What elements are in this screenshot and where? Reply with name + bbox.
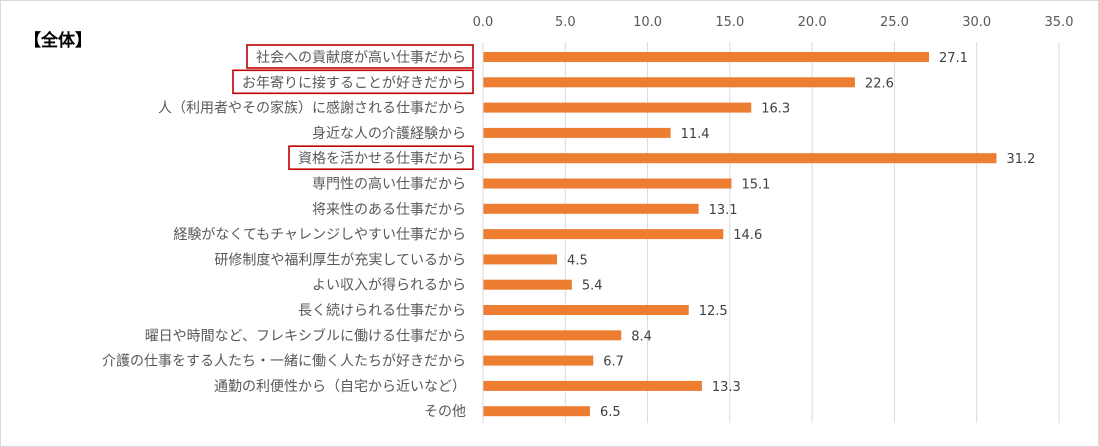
highlight-box xyxy=(288,145,474,170)
bar xyxy=(483,406,590,417)
data-label: 22.6 xyxy=(865,76,894,91)
data-label: 4.5 xyxy=(567,253,588,268)
x-tick-label: 10.0 xyxy=(633,15,662,30)
category-label: 社会への貢献度が高い仕事だから xyxy=(256,49,466,66)
highlight-box xyxy=(232,69,474,95)
bar xyxy=(483,203,699,214)
bar xyxy=(483,178,732,189)
bar xyxy=(483,102,752,113)
bar xyxy=(483,330,622,341)
bar xyxy=(483,52,929,62)
data-label: 14.6 xyxy=(733,228,762,243)
bar xyxy=(483,355,594,366)
data-label: 5.4 xyxy=(582,279,603,294)
data-label: 13.1 xyxy=(709,203,738,218)
data-label: 6.7 xyxy=(603,355,624,370)
category-label: 将来性のある仕事だから xyxy=(312,202,466,218)
x-tick-label: 15.0 xyxy=(715,15,744,30)
data-label: 16.3 xyxy=(761,102,790,117)
category-label: 人（利用者やその家族）に感謝される仕事だから xyxy=(158,100,466,117)
x-tick-label: 25.0 xyxy=(880,15,909,30)
data-label: 13.3 xyxy=(712,380,741,395)
category-label: 曜日や時間など、フレキシブルに働ける仕事だから xyxy=(145,327,466,344)
bar xyxy=(483,229,724,240)
data-label: 8.4 xyxy=(631,329,652,344)
category-label: 通勤の利便性から（自宅から近いなど） xyxy=(214,379,466,395)
data-label: 6.5 xyxy=(600,405,621,420)
category-label: 長く続けられる仕事だから xyxy=(298,302,466,319)
x-tick-label: 5.0 xyxy=(555,15,576,30)
bar xyxy=(483,305,689,315)
category-label: その他 xyxy=(424,404,466,420)
x-tick-label: 0.0 xyxy=(473,15,494,30)
bar xyxy=(483,279,572,290)
data-label: 27.1 xyxy=(939,51,968,66)
category-label: 研修制度や福利厚生が充実しているから xyxy=(214,252,466,268)
bar xyxy=(483,127,671,138)
x-tick-label: 20.0 xyxy=(798,15,827,30)
category-label: よい収入が得られるから xyxy=(312,277,466,294)
chart-title: 【全体】 xyxy=(24,31,92,51)
category-label: 介護の仕事をする人たち・一緒に働く人たちが好きだから xyxy=(102,354,466,370)
category-label: 身近な人の介護経験から xyxy=(312,126,466,142)
data-label: 12.5 xyxy=(699,304,728,319)
x-tick-label: 30.0 xyxy=(962,15,991,30)
category-label: お年寄りに接することが好きだから xyxy=(242,74,466,91)
data-label: 11.4 xyxy=(681,127,710,142)
highlight-box xyxy=(246,44,474,69)
category-label: 経験がなくてもチャレンジしやすい仕事だから xyxy=(173,227,466,243)
category-label: 資格を活かせる仕事だから xyxy=(298,151,466,167)
bar xyxy=(483,153,997,164)
x-tick-label: 35.0 xyxy=(1045,15,1074,30)
data-label: 31.2 xyxy=(1006,152,1035,167)
bar xyxy=(483,380,702,391)
category-label: 専門性の高い仕事だから xyxy=(312,176,466,193)
bar xyxy=(483,254,558,265)
bar xyxy=(483,77,855,88)
data-label: 15.1 xyxy=(742,178,771,193)
